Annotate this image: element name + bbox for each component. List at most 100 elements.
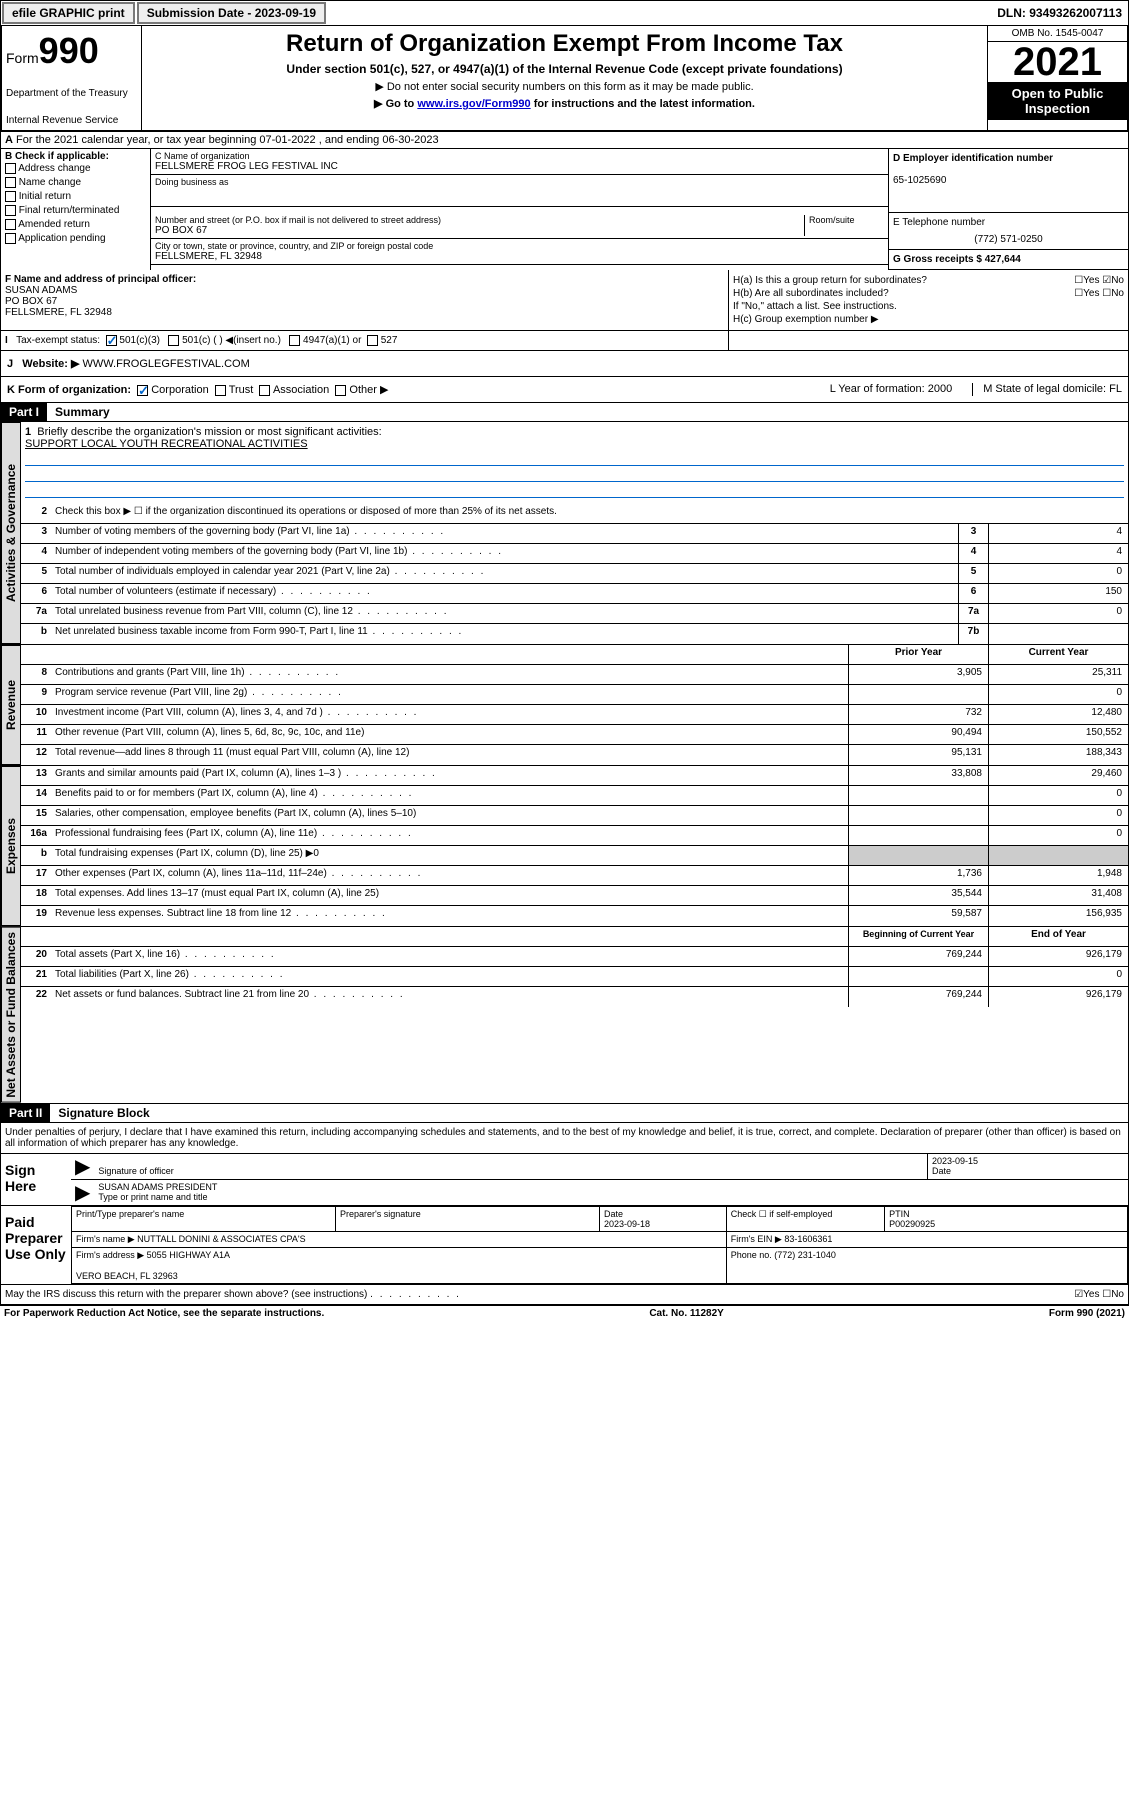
phone-value: (772) 571-0250 [893,234,1124,245]
irs-link[interactable]: www.irs.gov/Form990 [417,98,530,110]
row-fh: F Name and address of principal officer:… [0,270,1129,331]
e22: 926,179 [988,987,1128,1007]
ha-label: H(a) Is this a group return for subordin… [733,275,927,286]
l21: Total liabilities (Part X, line 26) [51,967,848,986]
chk-501c3[interactable] [106,335,117,346]
efile-button[interactable]: efile GRAPHIC print [2,2,135,24]
sign-here-block: Sign Here ▶ Signature of officer 2023-09… [0,1154,1129,1206]
ptin-label: PTIN [889,1209,910,1219]
officer-name: SUSAN ADAMS [5,285,77,296]
hb-label: H(b) Are all subordinates included? [733,288,889,299]
summary-rev: Revenue Prior YearCurrent Year 8Contribu… [0,645,1129,766]
note-ssn: ▶ Do not enter social security numbers o… [146,80,983,93]
chk-4947[interactable] [289,335,300,346]
header-left: Form990 Department of the Treasury Inter… [2,26,142,130]
opt-corp: Corporation [151,384,208,396]
col-b: B Check if applicable: Address change Na… [1,149,151,270]
tax-year: 2021 [988,42,1127,82]
chk-other[interactable] [335,385,346,396]
officer-label: F Name and address of principal officer: [5,274,196,285]
l17: Other expenses (Part IX, column (A), lin… [51,866,848,885]
open-public-badge: Open to Public Inspection [988,82,1127,120]
part1-title: Summary [47,403,118,421]
ptin-value: P00290925 [889,1219,935,1229]
link-pre: ▶ Go to [374,98,417,110]
hb-note: If "No," attach a list. See instructions… [733,301,897,312]
l7a-text: Total unrelated business revenue from Pa… [51,604,958,623]
hdr-curr: Current Year [988,645,1128,664]
col-h-empty [728,331,1128,350]
phone-cell: E Telephone number (772) 571-0250 [889,213,1128,250]
l9: Program service revenue (Part VIII, line… [51,685,848,704]
c8: 25,311 [988,665,1128,684]
prep-name-label: Print/Type preparer's name [76,1209,184,1219]
p16a [848,826,988,845]
p10: 732 [848,705,988,724]
p9 [848,685,988,704]
opt-501c3: 501(c)(3) [119,335,160,346]
chk-address[interactable]: Address change [5,162,146,176]
l12: Total revenue—add lines 8 through 11 (mu… [51,745,848,765]
dln-label: DLN: 93493262007113 [991,4,1128,22]
chk-final[interactable]: Final return/terminated [5,204,146,218]
row-k: K Form of organization: Corporation Trus… [0,377,1129,403]
chk-assoc[interactable] [259,385,270,396]
ha-yn: ☐Yes ☑No [1074,275,1124,286]
addr-cell: Number and street (or P.O. box if mail i… [151,213,888,239]
l18: Total expenses. Add lines 13–17 (must eq… [51,886,848,905]
l2-text: Check this box ▶ ☐ if the organization d… [51,504,1128,523]
chk-501c[interactable] [168,335,179,346]
irs-label: Internal Revenue Service [6,115,137,126]
form-org-label: K Form of organization: [7,384,131,396]
e21: 0 [988,967,1128,986]
row-a: A For the 2021 calendar year, or tax yea… [0,132,1129,149]
tax-status-label: Tax-exempt status: [16,335,100,346]
summary-net: Net Assets or Fund Balances Beginning of… [0,927,1129,1104]
v3: 4 [988,524,1128,543]
mission-value: SUPPORT LOCAL YOUTH RECREATIONAL ACTIVIT… [25,438,1124,450]
col-h: H(a) Is this a group return for subordin… [728,270,1128,330]
c14: 0 [988,786,1128,805]
part2-title: Signature Block [50,1104,157,1122]
ein-cell: D Employer identification number 65-1025… [889,149,1128,213]
mission-box: 1 Briefly describe the organization's mi… [21,422,1128,504]
room-label: Room/suite [809,215,884,225]
c19: 156,935 [988,906,1128,926]
b21 [848,967,988,986]
chk-corp[interactable] [137,385,148,396]
chk-pending[interactable]: Application pending [5,232,146,246]
firm-addr-label: Firm's address ▶ [76,1250,144,1260]
sig-date: 2023-09-15 [932,1156,978,1166]
firm-ein: 83-1606361 [784,1234,832,1244]
l15: Salaries, other compensation, employee b… [51,806,848,825]
tax-status: I Tax-exempt status: 501(c)(3) 501(c) ( … [1,331,728,350]
chk-name[interactable]: Name change [5,176,146,190]
chk-trust[interactable] [215,385,226,396]
website-value: WWW.FROGLEGFESTIVAL.COM [83,358,250,370]
phone-label: E Telephone number [893,217,1124,228]
l7b-text: Net unrelated business taxable income fr… [51,624,958,644]
form-subtitle: Under section 501(c), 527, or 4947(a)(1)… [146,62,983,76]
c16a: 0 [988,826,1128,845]
footer-right: Form 990 (2021) [1049,1308,1125,1319]
opt-assoc: Association [273,384,329,396]
officer-name-title: SUSAN ADAMS PRESIDENT [98,1182,217,1192]
firm-city: VERO BEACH, FL 32963 [76,1271,178,1281]
p11: 90,494 [848,725,988,744]
org-name-cell: C Name of organization FELLSMERE FROG LE… [151,149,888,175]
ein-label: D Employer identification number [893,153,1053,164]
city-value: FELLSMERE, FL 32948 [155,251,884,262]
discuss-yn: ☑Yes ☐No [1074,1289,1124,1300]
l14: Benefits paid to or for members (Part IX… [51,786,848,805]
chk-527[interactable] [367,335,378,346]
chk-amended[interactable]: Amended return [5,218,146,232]
footer-mid: Cat. No. 11282Y [649,1308,723,1319]
l1-text: Briefly describe the organization's miss… [37,426,381,438]
submission-date-button[interactable]: Submission Date - 2023-09-19 [137,2,326,24]
c11: 150,552 [988,725,1128,744]
chk-initial[interactable]: Initial return [5,190,146,204]
col-f: F Name and address of principal officer:… [1,270,728,330]
b20: 769,244 [848,947,988,966]
p14 [848,786,988,805]
l10: Investment income (Part VIII, column (A)… [51,705,848,724]
